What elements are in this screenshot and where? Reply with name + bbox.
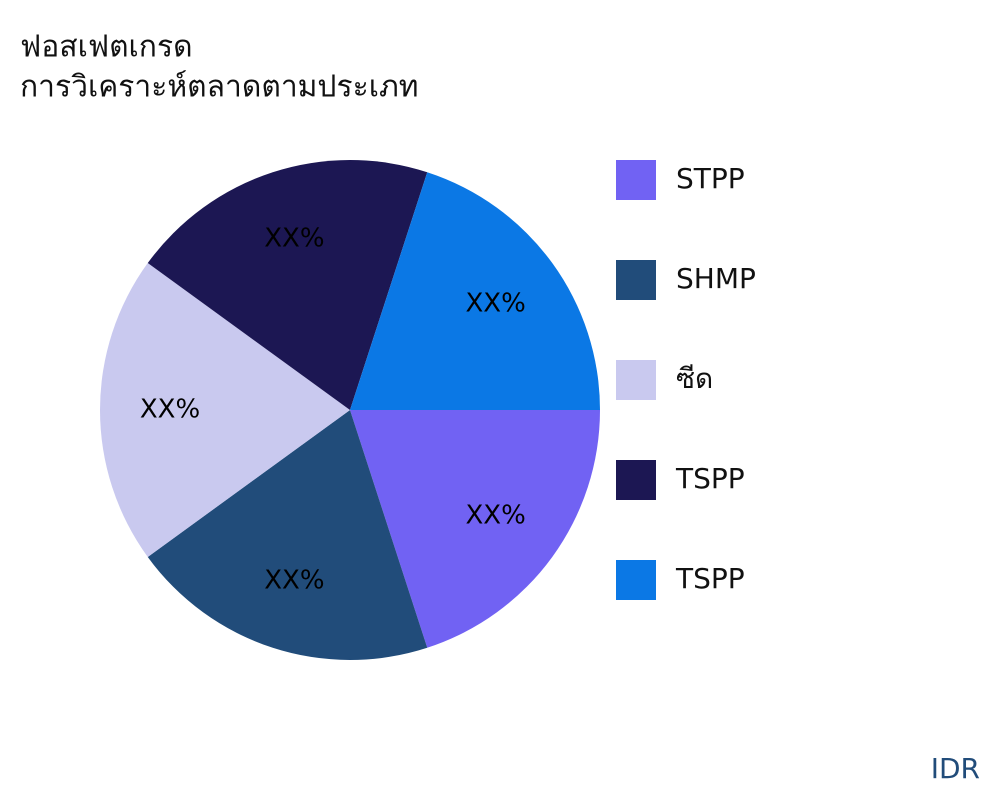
legend-swatch xyxy=(616,360,656,400)
pie-slice xyxy=(350,410,600,648)
data-label: XX% xyxy=(140,395,200,425)
data-label: XX% xyxy=(264,566,324,596)
legend-label: ซีด xyxy=(676,362,713,395)
chart-title: การวิเคราะห์ตลาดตามประเภท xyxy=(20,70,419,105)
data-label: XX% xyxy=(264,223,324,253)
data-label: XX% xyxy=(465,289,525,319)
legend-label: TSPP xyxy=(675,562,745,595)
pie-slice xyxy=(147,410,428,660)
pie-slice xyxy=(100,263,350,557)
legend-swatch xyxy=(616,460,656,500)
chart-title: ฟอสเฟตเกรด xyxy=(20,30,193,65)
legend-label: STPP xyxy=(676,162,745,195)
legend-swatch xyxy=(616,560,656,600)
legend-swatch xyxy=(616,260,656,300)
pie-slice xyxy=(350,172,600,410)
legend-swatch xyxy=(616,160,656,200)
legend-label: TSPP xyxy=(675,462,745,495)
watermark: IDR xyxy=(931,752,980,785)
data-label: XX% xyxy=(465,500,525,530)
pie-slice xyxy=(147,160,428,410)
legend-label: SHMP xyxy=(676,262,756,295)
